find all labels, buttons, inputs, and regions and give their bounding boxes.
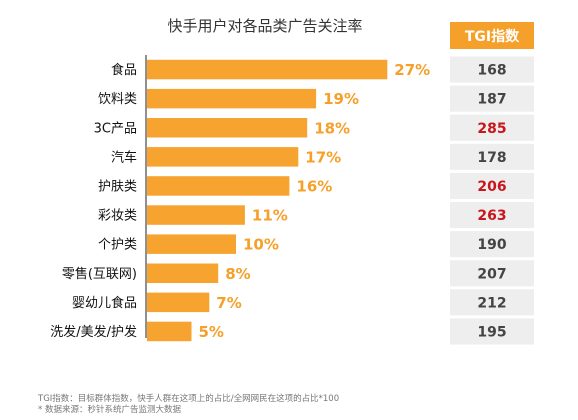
value-labels: 27% 19% 18% 17% 16% 11% 10% 8% 7% 5%	[199, 61, 431, 341]
tgi-value-9: 195	[477, 325, 506, 341]
tgi-cell-4	[450, 172, 534, 199]
tgi-value-4: 206	[477, 179, 506, 195]
tgi-value-0: 168	[477, 63, 506, 79]
tgi-cell-7	[450, 260, 534, 287]
category-label-3: 汽车	[111, 149, 137, 165]
value-label-9: 5%	[199, 323, 224, 341]
tgi-cell-9	[450, 318, 534, 345]
value-label-2: 18%	[314, 119, 350, 137]
bar-6	[147, 234, 236, 254]
tgi-value-3: 178	[477, 150, 506, 166]
tgi-cells: 168 187 285 178 206 263 190 207 212 195	[450, 56, 534, 345]
tgi-value-5: 263	[477, 208, 506, 224]
bar-5	[147, 205, 245, 225]
value-label-3: 17%	[305, 148, 341, 166]
value-label-1: 19%	[323, 90, 359, 108]
value-label-4: 16%	[296, 178, 332, 196]
bar-9	[147, 321, 192, 342]
category-label-0: 食品	[111, 62, 137, 78]
bar-0	[147, 59, 388, 80]
bar-7	[147, 263, 219, 283]
tgi-cell-2	[450, 114, 534, 141]
category-label-4: 护肤类	[98, 180, 137, 195]
category-label-2: 3C产品	[94, 121, 137, 136]
value-label-7: 8%	[225, 265, 250, 283]
footnote-data-source: * 数据来源：秒针系统广告监测大数据	[38, 404, 181, 415]
tgi-value-1: 187	[477, 92, 506, 108]
tgi-cell-5	[450, 202, 534, 229]
tgi-value-6: 190	[477, 237, 506, 253]
chart-title: 快手用户对各品类广告关注率	[167, 17, 362, 35]
category-label-6: 个护类	[98, 238, 137, 253]
category-label-1: 饮料类	[98, 92, 137, 107]
value-label-6: 10%	[243, 236, 279, 254]
bar-series	[147, 59, 388, 342]
bar-8	[147, 292, 210, 313]
footnote-tgi-definition: TGI指数：目标群体指数，快手人群在这项上的占比/全网网民在这项的占比*100	[37, 393, 339, 404]
bar-2	[147, 118, 308, 138]
value-label-8: 7%	[216, 294, 241, 312]
value-label-0: 27%	[394, 61, 430, 79]
tgi-cell-6	[450, 231, 534, 258]
category-label-9: 洗发/美发/护发	[50, 324, 137, 340]
tgi-cell-1	[450, 85, 534, 112]
tgi-value-2: 285	[477, 121, 506, 137]
tgi-cell-8	[450, 289, 534, 316]
category-label-7: 零售(互联网)	[62, 266, 137, 282]
tgi-header: TGI指数	[465, 28, 520, 45]
category-label-8: 婴幼儿食品	[72, 295, 137, 311]
category-label-5: 彩妆类	[98, 209, 137, 224]
tgi-value-7: 207	[477, 266, 506, 282]
value-label-5: 11%	[252, 207, 288, 225]
tgi-panel: TGI指数 168 187 285 178 206 263 190 207 212 195	[450, 22, 534, 345]
tgi-header-bg	[450, 22, 534, 49]
tgi-cell-0	[450, 56, 534, 83]
tgi-cell-3	[450, 143, 534, 170]
bar-3	[147, 147, 299, 167]
tgi-value-8: 212	[477, 295, 506, 311]
bar-4	[147, 176, 290, 196]
bar-1	[147, 88, 317, 109]
